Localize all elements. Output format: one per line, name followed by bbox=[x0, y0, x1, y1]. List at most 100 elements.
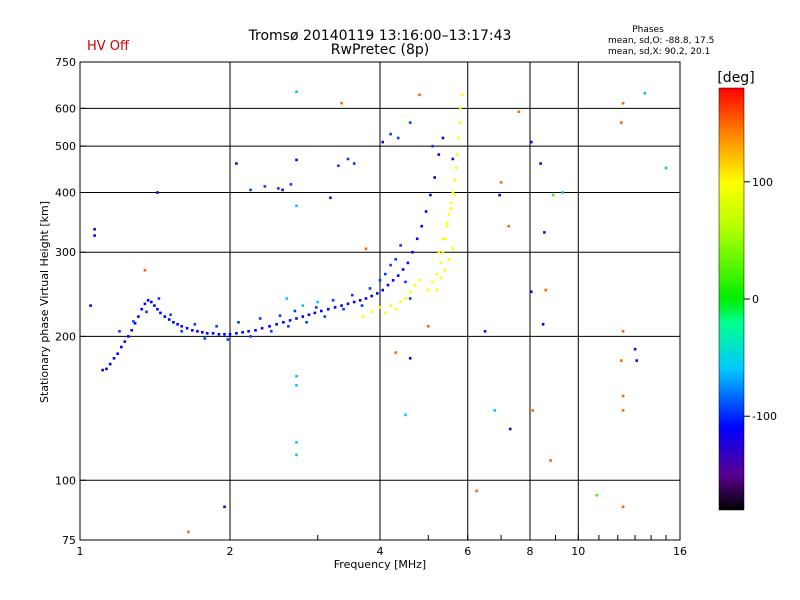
y-tick-label: 300 bbox=[55, 246, 76, 259]
data-point bbox=[441, 250, 445, 254]
data-point bbox=[247, 330, 250, 333]
x-tick-label: 6 bbox=[464, 545, 471, 558]
data-point bbox=[447, 258, 451, 261]
data-point bbox=[445, 221, 449, 225]
data-point bbox=[406, 261, 410, 265]
data-point bbox=[453, 178, 456, 182]
data-point bbox=[295, 384, 298, 387]
data-point bbox=[408, 121, 412, 124]
data-point bbox=[447, 213, 451, 216]
data-point bbox=[498, 193, 501, 197]
data-point bbox=[483, 330, 487, 333]
data-point bbox=[258, 317, 262, 320]
data-point bbox=[237, 321, 240, 324]
data-point bbox=[633, 347, 637, 351]
data-point bbox=[193, 323, 197, 326]
data-point bbox=[150, 300, 153, 304]
data-point bbox=[116, 352, 119, 355]
y-tick-label: 75 bbox=[62, 534, 76, 547]
data-point bbox=[424, 210, 428, 213]
x-tick-label: 1 bbox=[77, 545, 84, 558]
data-point bbox=[621, 101, 625, 105]
data-point bbox=[441, 136, 445, 140]
grid bbox=[80, 62, 680, 540]
data-point bbox=[360, 304, 364, 307]
data-point bbox=[277, 187, 280, 190]
data-point bbox=[223, 505, 226, 509]
data-point bbox=[418, 279, 421, 282]
data-point bbox=[475, 489, 478, 493]
phases-heading: Phases bbox=[632, 25, 664, 35]
data-point bbox=[295, 158, 298, 162]
data-point bbox=[295, 453, 298, 457]
data-point bbox=[163, 315, 167, 318]
data-point bbox=[223, 333, 226, 336]
data-point bbox=[370, 294, 373, 298]
data-point bbox=[457, 136, 460, 140]
data-point bbox=[132, 320, 135, 323]
data-point bbox=[394, 258, 397, 261]
data-point bbox=[461, 93, 464, 97]
data-point bbox=[295, 204, 298, 208]
data-point bbox=[327, 307, 330, 311]
data-point bbox=[329, 196, 332, 200]
data-point bbox=[205, 332, 209, 335]
data-point bbox=[301, 315, 305, 318]
data-point bbox=[123, 340, 127, 343]
data-point bbox=[143, 302, 147, 306]
data-point bbox=[449, 201, 453, 205]
data-point bbox=[180, 325, 183, 328]
data-point bbox=[172, 321, 175, 324]
data-point bbox=[427, 288, 430, 292]
data-point bbox=[352, 162, 356, 165]
data-point bbox=[260, 326, 264, 330]
data-point bbox=[316, 300, 319, 304]
data-point bbox=[281, 188, 284, 192]
data-point bbox=[268, 325, 271, 328]
x-tick-label: 8 bbox=[527, 545, 534, 558]
data-point bbox=[293, 309, 297, 313]
colorbar-tick-label: -100 bbox=[752, 410, 777, 423]
data-point bbox=[289, 183, 293, 186]
data-point bbox=[364, 247, 368, 251]
data-point bbox=[451, 191, 455, 194]
data-point bbox=[544, 288, 547, 292]
data-point bbox=[130, 329, 133, 332]
data-point bbox=[441, 237, 445, 241]
data-point bbox=[320, 309, 323, 313]
x-axis-ticks: 1 2 4 6 8 10 16 bbox=[77, 535, 687, 558]
data-point bbox=[508, 427, 512, 431]
data-point bbox=[346, 302, 350, 306]
data-point bbox=[551, 193, 555, 197]
data-point bbox=[517, 110, 521, 114]
data-point bbox=[358, 299, 362, 302]
data-point bbox=[408, 357, 412, 360]
y-tick-label: 400 bbox=[55, 186, 76, 199]
data-point bbox=[211, 332, 215, 335]
data-point bbox=[241, 331, 244, 334]
data-point bbox=[235, 332, 238, 335]
data-point bbox=[295, 375, 298, 378]
y-tick-label: 750 bbox=[55, 56, 76, 69]
data-point bbox=[275, 323, 278, 326]
data-point bbox=[331, 299, 335, 302]
data-point bbox=[340, 304, 343, 307]
data-point bbox=[386, 283, 390, 287]
y-tick-label: 200 bbox=[55, 330, 76, 343]
data-point bbox=[429, 193, 432, 197]
data-point bbox=[337, 164, 340, 167]
data-point bbox=[415, 237, 419, 241]
data-point bbox=[664, 166, 668, 170]
data-point bbox=[187, 530, 190, 534]
data-point bbox=[396, 136, 400, 140]
data-point bbox=[643, 92, 647, 95]
data-point bbox=[376, 292, 379, 295]
data-point bbox=[342, 307, 345, 311]
data-point bbox=[451, 247, 455, 251]
data-point bbox=[621, 409, 625, 412]
data-point bbox=[389, 304, 392, 307]
data-point bbox=[381, 288, 384, 292]
data-point bbox=[203, 337, 207, 340]
data-point bbox=[351, 293, 354, 297]
